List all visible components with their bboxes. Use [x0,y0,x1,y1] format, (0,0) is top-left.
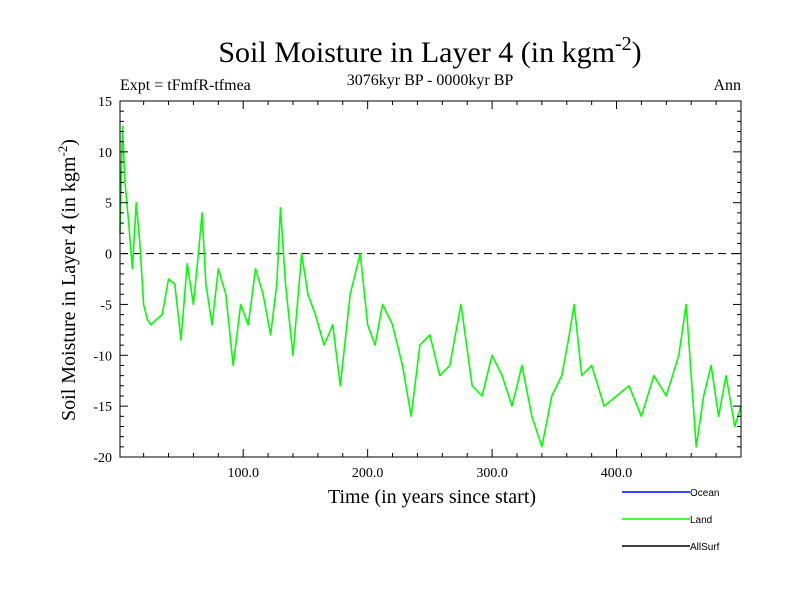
legend-label-allsurf: AllSurf [690,542,720,553]
x-axis-label: Time (in years since start) [328,486,536,508]
plot-frame [119,100,742,458]
y-axis-label: Soil Moisture in Layer 4 (in kgm-2) [55,139,80,421]
y-tick-label: 0 [105,248,112,263]
experiment-label: Expt = tFmfR-tfmea [120,77,251,94]
x-tick-label: 300.0 [476,466,508,481]
x-axis: 100.0 200.0 300.0 400.0 [143,101,717,481]
y-tick-label: -20 [93,451,112,466]
season-label: Ann [713,77,741,94]
x-tick-label: 200.0 [352,466,384,481]
legend: Ocean Land AllSurf [622,488,720,553]
plot-area [119,125,742,448]
series-line-land [119,125,742,448]
legend-label-ocean: Ocean [690,488,719,499]
y-tick-label: -10 [93,349,112,364]
y-tick-label: -5 [100,298,112,313]
x-tick-label: 400.0 [601,466,633,481]
y-axis: 15 10 5 0 -5 -10 -15 -20 [93,95,741,466]
y-tick-label: 15 [98,95,112,110]
period-label: 3076kyr BP - 0000kyr BP [347,72,514,89]
y-tick-label: 5 [105,197,112,212]
chart-title: Soil Moisture in Layer 4 (in kgm-2) [218,33,641,69]
x-tick-label: 100.0 [227,466,259,481]
y-tick-label: 10 [98,146,112,161]
y-tick-label: -15 [93,400,112,415]
legend-label-land: Land [690,515,712,526]
